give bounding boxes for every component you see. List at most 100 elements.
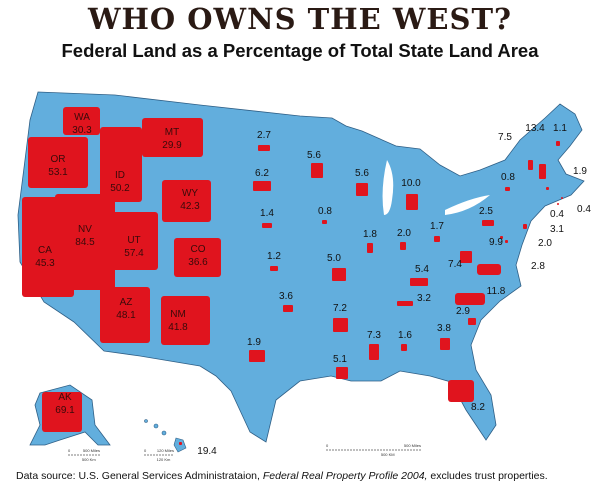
federal-land-mn — [311, 163, 323, 178]
federal-land-ok — [283, 305, 293, 312]
state-value-label: 8.2 — [471, 402, 485, 413]
state-nj: 3.1 — [523, 224, 564, 235]
scale-bar-main: 0 500 Miles 500 KM — [326, 443, 421, 457]
state-value-label: 7.3 — [367, 330, 381, 341]
state-value-label: 2.0 — [397, 228, 411, 239]
scale-label: 0 — [326, 443, 329, 448]
federal-land-ms — [369, 344, 379, 360]
scale-label: 120 Km — [157, 457, 171, 462]
scale-label: 500 Km — [82, 457, 96, 462]
state-abbr-label: CA — [38, 245, 52, 256]
state-abbr-label: WY — [182, 188, 198, 199]
state-ak: AK 69.1 — [42, 392, 82, 432]
state-ks: 1.2 — [267, 251, 281, 271]
state-abbr-label: OR — [51, 154, 66, 165]
state-abbr-label: NM — [170, 309, 186, 320]
state-value-label: 5.0 — [327, 253, 341, 264]
state-me: 1.1 — [553, 123, 567, 146]
federal-land-tn — [397, 301, 413, 306]
state-ct: 0.4 — [550, 203, 564, 220]
state-ok: 3.6 — [279, 291, 293, 312]
state-wv: 7.4 — [448, 251, 472, 270]
state-va: 9.9 — [477, 237, 503, 275]
state-il: 1.8 — [363, 229, 377, 253]
federal-land-nc — [455, 293, 485, 305]
us-mainland — [17, 91, 585, 443]
federal-land-sd — [253, 181, 271, 191]
state-value-label: 53.1 — [48, 167, 68, 178]
state-nh: 13.4 — [525, 123, 546, 179]
federal-land-ut — [112, 212, 158, 270]
state-value-label: 7.4 — [448, 259, 462, 270]
state-value-label: 0.8 — [501, 172, 515, 183]
state-value-label: 3.1 — [550, 224, 564, 235]
state-value-label: 1.1 — [553, 123, 567, 134]
federal-land-fl — [448, 380, 474, 402]
state-value-label: 84.5 — [75, 237, 95, 248]
state-value-label: 19.4 — [197, 446, 217, 457]
federal-land-ky — [410, 278, 428, 286]
federal-land-ks — [270, 266, 278, 271]
state-pa: 2.5 — [479, 206, 494, 226]
lake-erie — [445, 195, 490, 215]
state-value-label: 1.9 — [573, 166, 587, 177]
federal-land-mt — [142, 118, 203, 157]
scale-label: 500 Miles — [404, 443, 421, 448]
state-value-label: 5.4 — [415, 264, 429, 275]
state-az: AZ 48.1 — [100, 287, 150, 343]
state-abbr-label: AK — [58, 392, 72, 403]
state-value-label: 0.4 — [577, 204, 591, 215]
state-value-label: 9.9 — [489, 237, 503, 248]
state-ri: 0.4 — [561, 197, 591, 215]
state-ga: 3.8 — [437, 323, 451, 350]
state-value-label: 69.1 — [55, 405, 75, 416]
federal-land-ga — [440, 338, 450, 350]
federal-land-sc — [468, 318, 476, 325]
federal-land-ar — [333, 318, 348, 332]
state-nd: 2.7 — [257, 130, 271, 151]
state-nc: 11.8 — [455, 286, 506, 305]
state-value-label: 1.8 — [363, 229, 377, 240]
state-in: 2.0 — [397, 228, 411, 250]
federal-land-md — [500, 236, 503, 239]
state-value-label: 1.7 — [430, 221, 444, 232]
state-wi: 5.6 — [355, 168, 369, 196]
state-value-label: 3.2 — [417, 293, 431, 304]
state-abbr-label: AZ — [120, 297, 133, 308]
state-abbr-label: MT — [165, 127, 179, 138]
federal-land-ca — [22, 197, 74, 297]
map-subtitle: Federal Land as a Percentage of Total St… — [61, 40, 539, 61]
federal-land-or — [28, 137, 88, 188]
state-value-label: 50.2 — [110, 183, 130, 194]
federal-land-ct — [557, 203, 559, 205]
state-ar: 7.2 — [333, 303, 348, 332]
state-or: OR 53.1 — [28, 137, 88, 188]
state-value-label: 42.3 — [180, 201, 200, 212]
federal-land-me — [556, 141, 560, 146]
state-value-label: 1.6 — [398, 330, 412, 341]
state-ms: 7.3 — [367, 330, 381, 360]
state-ia: 0.8 — [318, 206, 332, 224]
state-value-label: 13.4 — [525, 123, 545, 134]
federal-land-id — [100, 127, 142, 202]
federal-land-il — [367, 243, 373, 253]
state-value-label: 3.6 — [279, 291, 293, 302]
state-value-label: 45.3 — [35, 258, 55, 269]
state-mi: 10.0 — [401, 178, 421, 210]
state-ky: 5.4 — [410, 264, 429, 286]
data-source-note: Data source: U.S. General Services Admin… — [16, 470, 548, 482]
state-abbr-label: WA — [74, 112, 90, 123]
federal-land-co — [174, 238, 221, 277]
federal-land-la — [336, 367, 348, 379]
state-tn: 3.2 — [397, 293, 431, 306]
federal-land-wv — [460, 251, 472, 263]
federal-land-pa — [482, 220, 494, 226]
state-value-label: 41.8 — [168, 322, 188, 333]
federal-land-wa — [63, 107, 100, 135]
scale-label: 500 Miles — [83, 448, 100, 453]
state-ny: 0.8 — [501, 172, 515, 191]
state-de: 2.0 — [505, 238, 552, 249]
federal-land-va — [477, 264, 501, 275]
state-abbr-label: UT — [127, 235, 140, 246]
